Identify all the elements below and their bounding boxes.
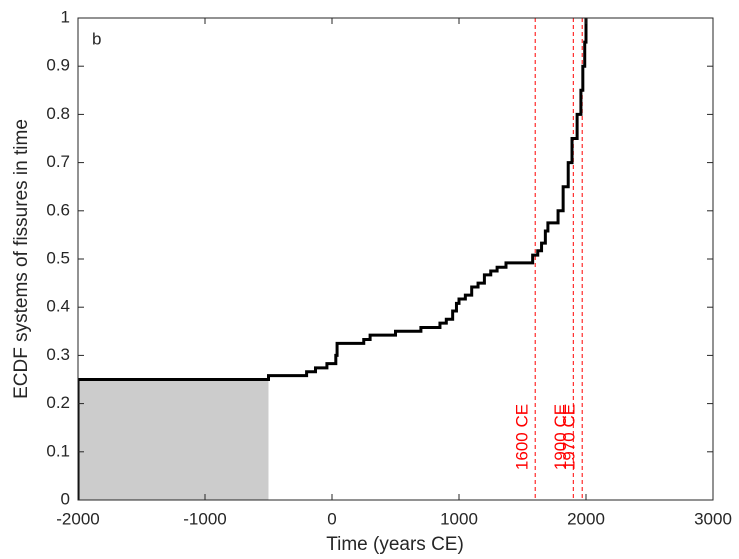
x-tick-label: 3000 <box>694 509 732 528</box>
x-tick-label: 1000 <box>440 509 478 528</box>
y-tick-label: 0.4 <box>46 297 70 316</box>
y-tick-label: 0.2 <box>46 393 70 412</box>
y-tick-label: 0.7 <box>46 152 70 171</box>
x-tick-label: -1000 <box>183 509 226 528</box>
reference-label: 1600 CE <box>513 404 532 470</box>
plot-area <box>78 18 588 500</box>
panel-label: b <box>92 29 101 48</box>
y-tick-label: 0.3 <box>46 345 70 364</box>
y-tick-label: 0.5 <box>46 248 70 267</box>
y-tick-label: 1 <box>61 7 70 26</box>
reference-label: 1970 CE <box>560 404 579 470</box>
x-tick-label: -2000 <box>56 509 99 528</box>
ecdf-line <box>78 18 588 500</box>
reference-label: 1900 CE <box>551 404 570 470</box>
x-axis-label: Time (years CE) <box>326 534 464 555</box>
x-tick-label: 2000 <box>567 509 605 528</box>
y-tick-label: 0 <box>61 489 70 508</box>
y-tick-label: 0.8 <box>46 104 70 123</box>
y-axis-label: ECDF systems of fissures in time <box>11 119 32 399</box>
y-tick-label: 0.1 <box>46 441 70 460</box>
y-tick-label: 0.9 <box>46 56 70 75</box>
shaded-region <box>78 379 269 500</box>
x-tick-label: 0 <box>327 509 336 528</box>
y-tick-label: 0.6 <box>46 200 70 219</box>
